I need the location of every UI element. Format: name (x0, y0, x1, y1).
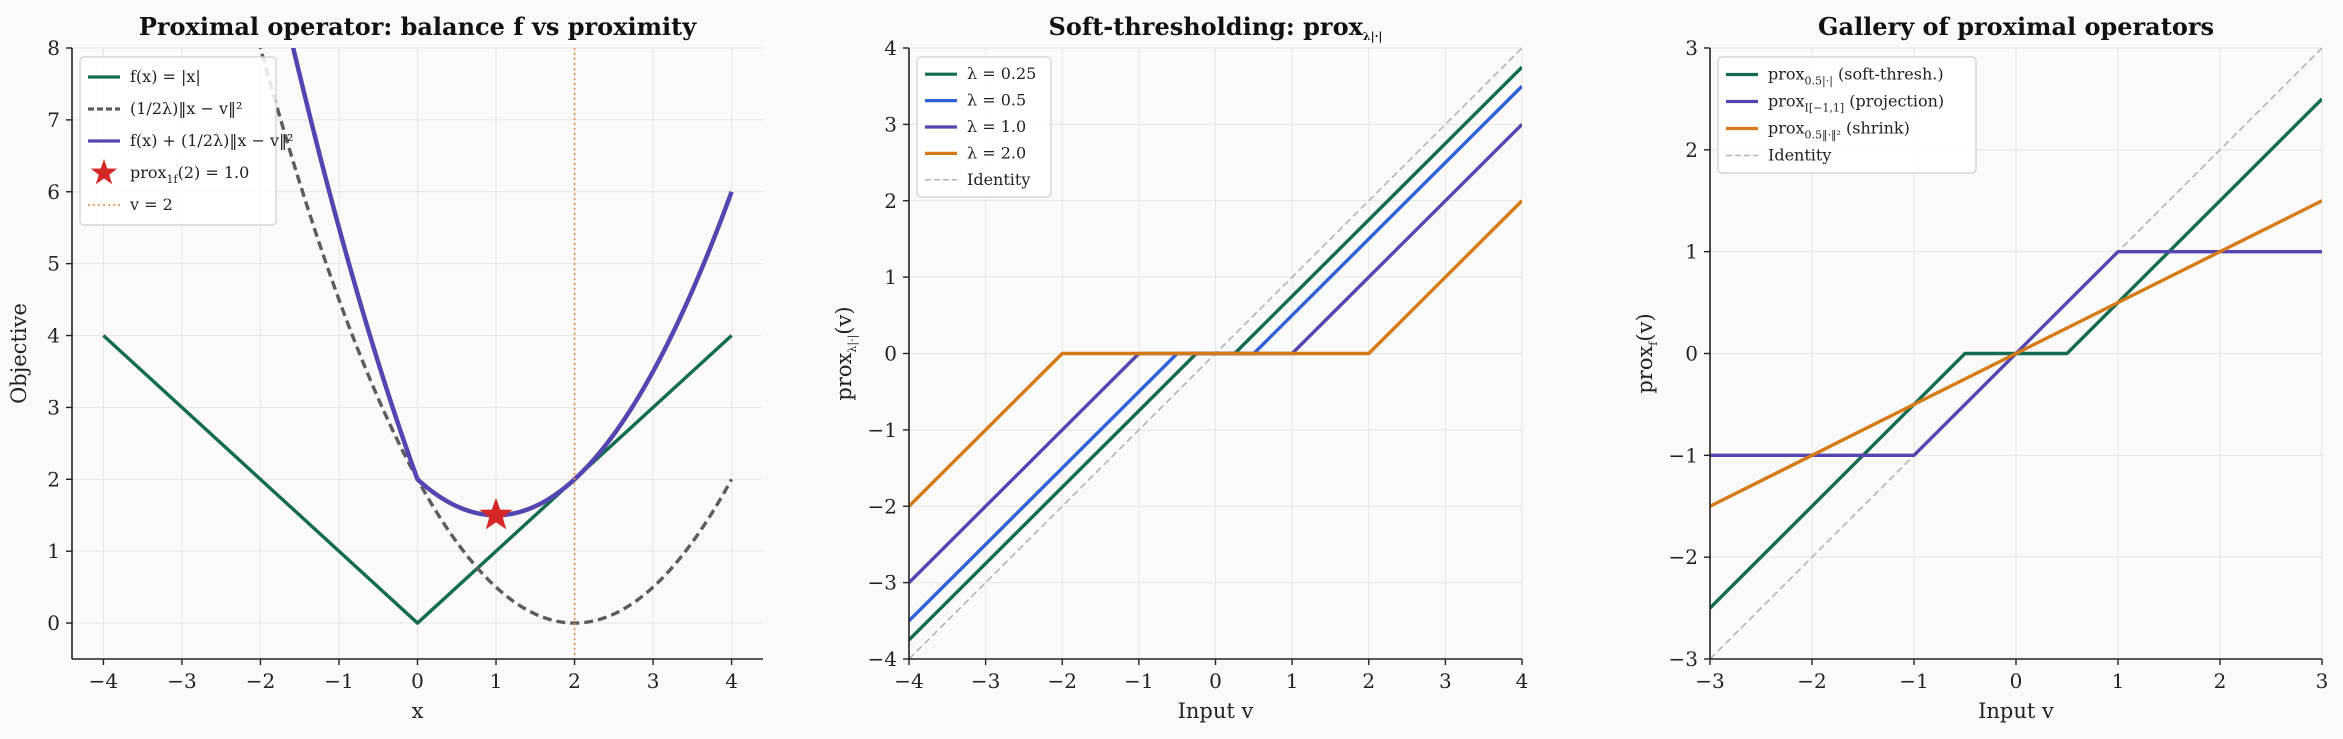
legend-label: proxI[−1,1] (projection) (1768, 92, 1944, 115)
legend-label: f(x) = |x| (130, 67, 201, 86)
y-tick-label: 1 (1685, 240, 1698, 264)
x-tick-label: −3 (167, 669, 196, 693)
series-3-line (1710, 199, 2322, 508)
legend-label: prox0.5|·| (soft-thresh.) (1768, 65, 1944, 89)
legend-label: Identity (1768, 146, 1831, 165)
legend-label: λ = 0.25 (967, 64, 1036, 83)
x-tick-label: 3 (647, 669, 660, 693)
plot-area (909, 48, 1522, 659)
x-tick-label: 2 (2214, 669, 2227, 693)
legend-label: prox1f(2) = 1.0 (130, 163, 249, 186)
y-tick-label: 4 (884, 36, 897, 60)
x-tick-label: 0 (1209, 669, 1222, 693)
legend-box (1717, 56, 1977, 174)
x-tick-label: −3 (1695, 669, 1724, 693)
legend-box (916, 56, 1052, 198)
y-tick-label: 1 (884, 265, 897, 289)
x-tick-label: 1 (2112, 669, 2125, 693)
x-tick-label: 4 (1516, 669, 1529, 693)
x-tick-label: −4 (894, 669, 923, 693)
x-tick-label: 1 (1286, 669, 1299, 693)
y-tick-label: 0 (1685, 342, 1698, 366)
series-4-marker (479, 497, 513, 530)
x-tick-label: −2 (1797, 669, 1826, 693)
y-tick-label: 0 (884, 342, 897, 366)
y-tick-label: 4 (47, 324, 60, 348)
legend-label: f(x) + (1/2λ)‖x − v‖² (130, 131, 293, 150)
x-tick-label: 4 (725, 669, 738, 693)
y-tick-label: 3 (884, 112, 897, 136)
x-tick-label: −1 (324, 669, 353, 693)
plot-area (1710, 48, 2322, 659)
y-tick-label: 8 (47, 36, 60, 60)
series-4-line (909, 199, 1522, 508)
legend: λ = 0.25 λ = 0.5 λ = 1.0 λ = 2.0 Identity (916, 56, 1052, 198)
chart-title: Soft-thresholding: proxλ|·| (1049, 12, 1383, 43)
y-tick-label: −3 (1669, 647, 1698, 671)
legend: f(x) = |x| (1/2λ)‖x − v‖² f(x) + (1/2λ)‖x … (79, 56, 293, 226)
chart-panel-1: −4 −3 −2 −1 0 1 2 3 4 0 1 2 3 4 5 6 7 8 Proximal operator:… (7, 12, 763, 723)
y-axis-label: proxf(v) (1633, 313, 1660, 393)
y-tick-label: 3 (47, 395, 60, 419)
x-tick-label: −3 (971, 669, 1000, 693)
x-tick-label: 2 (1362, 669, 1375, 693)
y-tick-label: −2 (868, 494, 897, 518)
y-tick-label: 2 (1685, 138, 1698, 162)
y-tick-label: −1 (1669, 443, 1698, 467)
legend-label: Identity (967, 170, 1030, 189)
series-1-line (102, 334, 733, 625)
y-tick-label: −1 (868, 418, 897, 442)
plot-area (102, 48, 734, 659)
x-axis-label: Input v (1978, 699, 2054, 723)
x-tick-label: 0 (2010, 669, 2023, 693)
y-tick-label: −3 (868, 571, 897, 595)
legend-box (79, 56, 277, 226)
legend-label: λ = 2.0 (967, 143, 1026, 162)
y-tick-label: 2 (884, 189, 897, 213)
y-axis-label: Objective (7, 303, 31, 404)
y-tick-label: 1 (47, 539, 60, 563)
x-tick-label: −1 (1124, 669, 1153, 693)
chart-panel-3: −3 −2 −1 0 1 2 3 −3 −2 −1 0 1 2 3 Gallery of proximal … (1633, 12, 2328, 723)
x-tick-label: 1 (490, 669, 503, 693)
chart-title: Gallery of proximal operators (1818, 12, 2214, 41)
y-tick-label: −2 (1669, 545, 1698, 569)
x-tick-label: 2 (568, 669, 581, 693)
x-tick-label: 0 (411, 669, 424, 693)
legend-label: λ = 0.5 (967, 91, 1026, 110)
chart-panel-2: −4 −3 −2 −1 0 1 2 3 4 −4 −3 −2 −1 0 1 2 3 4 Soft-threshold… (832, 12, 1528, 723)
series-3-line (290, 48, 734, 518)
x-tick-label: −2 (1048, 669, 1077, 693)
x-tick-label: −1 (1899, 669, 1928, 693)
y-axis-label: proxλ|·|(v) (832, 306, 860, 400)
x-axis-label: Input v (1178, 699, 1254, 723)
y-tick-label: 7 (47, 108, 60, 132)
y-tick-label: 6 (47, 180, 60, 204)
x-tick-label: −4 (89, 669, 118, 693)
legend-label: (1/2λ)‖x − v‖² (130, 99, 242, 118)
x-tick-label: 3 (1439, 669, 1452, 693)
y-tick-label: 2 (47, 467, 60, 491)
y-tick-label: 3 (1685, 36, 1698, 60)
x-tick-label: 3 (2316, 669, 2329, 693)
y-tick-label: 5 (47, 252, 60, 276)
legend-label: v = 2 (129, 195, 173, 214)
legend-marker (90, 159, 118, 185)
y-tick-label: 0 (47, 611, 60, 635)
chart-title: Proximal operator: balance f vs proximit… (139, 12, 697, 41)
legend-label: λ = 1.0 (967, 117, 1026, 136)
y-tick-label: −4 (868, 647, 897, 671)
x-tick-label: −2 (246, 669, 275, 693)
legend: prox0.5|·| (soft-thresh.) proxI[−1,1] (pr… (1717, 56, 1977, 174)
legend-label: prox0.5‖·‖² (shrink) (1768, 119, 1910, 143)
x-axis-label: x (412, 699, 424, 723)
